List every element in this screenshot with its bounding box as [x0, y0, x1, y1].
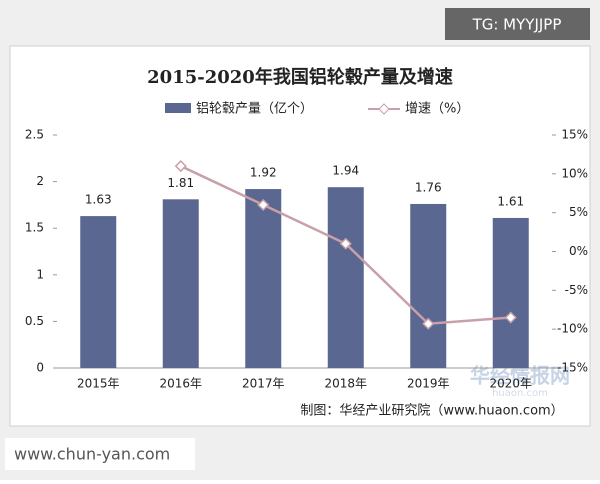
bar — [410, 203, 447, 368]
y2-tick-label: 10% — [561, 166, 588, 180]
tag-box — [445, 8, 590, 40]
data-label: 1.76 — [415, 180, 442, 194]
data-label: 1.92 — [250, 166, 277, 180]
data-label: 1.94 — [332, 164, 359, 178]
data-label: 1.63 — [85, 193, 112, 207]
y-tick-label: 1.5 — [25, 221, 44, 235]
y2-tick-label: 15% — [561, 128, 588, 142]
legend-label: 增速（%） — [405, 102, 469, 117]
watermark-sub: huaon.com — [492, 388, 548, 399]
y-tick-label: 2 — [36, 174, 44, 188]
y2-tick-label: 0% — [569, 244, 588, 258]
source: 制图：华经产业研究院（www.huaon.com） — [300, 404, 563, 419]
bar — [162, 199, 199, 368]
x-tick-label: 2019年 — [407, 377, 450, 391]
site-text: www.chun-yan.com — [14, 445, 170, 464]
line-marker — [422, 317, 435, 330]
line-marker — [257, 198, 270, 211]
x-tick-label: 2016年 — [159, 377, 202, 391]
y-tick-label: 0 — [36, 361, 44, 375]
legend-label: 铝轮毂产量（亿个） — [196, 102, 313, 117]
data-label: 1.61 — [497, 194, 524, 208]
line-marker — [504, 311, 517, 324]
bar — [245, 189, 282, 368]
legend-marker — [378, 103, 390, 115]
y-tick-label: 1 — [36, 267, 44, 281]
x-tick-label: 2017年 — [242, 377, 285, 391]
bar — [327, 187, 364, 368]
line-marker — [174, 160, 187, 173]
tag-text: TG: MYYJJPP — [472, 16, 562, 34]
y2-tick-label: -5% — [565, 283, 588, 297]
data-label: 1.81 — [167, 176, 194, 190]
y2-tick-label: -15% — [557, 361, 588, 375]
bar — [80, 216, 117, 368]
y-tick-label: 2.5 — [25, 128, 44, 142]
y2-tick-label: 5% — [569, 205, 588, 219]
line-marker — [339, 237, 352, 250]
y2-tick-label: -10% — [557, 322, 588, 336]
legend-swatch — [165, 103, 191, 113]
x-tick-label: 2018年 — [324, 377, 367, 391]
x-tick-label: 2020年 — [489, 377, 532, 391]
chart-title: 2015-2020年我国铝轮毂产量及增速 — [147, 66, 453, 88]
x-tick-label: 2015年 — [77, 377, 120, 391]
site-box — [5, 438, 195, 470]
bar — [492, 217, 529, 368]
y-tick-label: 0.5 — [25, 314, 44, 328]
